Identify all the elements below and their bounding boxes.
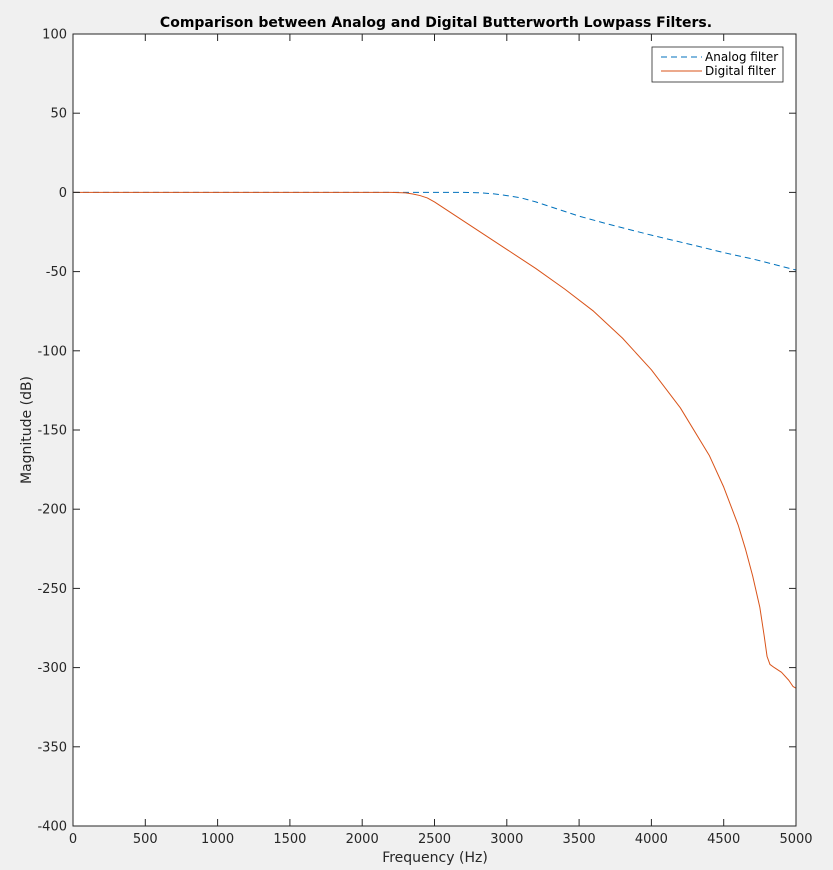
x-tick-label: 3500	[563, 832, 596, 847]
y-axis-label: Magnitude (dB)	[19, 376, 35, 484]
chart-title: Comparison between Analog and Digital Bu…	[160, 15, 712, 31]
legend-box	[651, 46, 784, 83]
x-tick-label: 5000	[779, 832, 812, 847]
x-axis-ticks: 0 500 1000 1500 2000 2500 3000 3500 4000 4500 5000	[69, 34, 813, 847]
digital-filter-line	[73, 191, 797, 689]
legend-label-digital: Digital filter	[705, 64, 776, 78]
y-tick-label: 50	[50, 107, 67, 122]
y-tick-label: -200	[37, 503, 67, 518]
x-tick-label: 2500	[418, 832, 451, 847]
x-tick-label: 3000	[490, 832, 523, 847]
series-layer	[73, 191, 797, 689]
y-tick-label: -150	[37, 424, 67, 439]
x-axis-label: Frequency (Hz)	[382, 850, 488, 866]
x-tick-label: 4500	[707, 832, 740, 847]
legend-label-analog: Analog filter	[705, 50, 778, 64]
plot-area	[73, 34, 796, 826]
y-tick-label: 100	[42, 28, 67, 43]
y-tick-label: -50	[46, 265, 67, 280]
x-tick-label: 500	[133, 832, 158, 847]
x-tick-label: 0	[69, 832, 77, 847]
y-tick-label: -250	[37, 582, 67, 597]
legend[interactable]: Analog filter Digital filter	[651, 46, 784, 83]
x-tick-label: 1000	[201, 832, 234, 847]
x-tick-label: 2000	[346, 832, 379, 847]
y-tick-label: -300	[37, 661, 67, 676]
y-axis-ticks: 100 50 0 -50 -100 -150 -200 -250 -300 -350 -400	[37, 28, 796, 835]
y-tick-label: -100	[37, 344, 67, 359]
x-tick-label: 4000	[635, 832, 668, 847]
y-tick-label: -350	[37, 740, 67, 755]
y-tick-label: -400	[37, 820, 67, 835]
y-tick-label: 0	[59, 186, 67, 201]
x-tick-label: 1500	[273, 832, 306, 847]
